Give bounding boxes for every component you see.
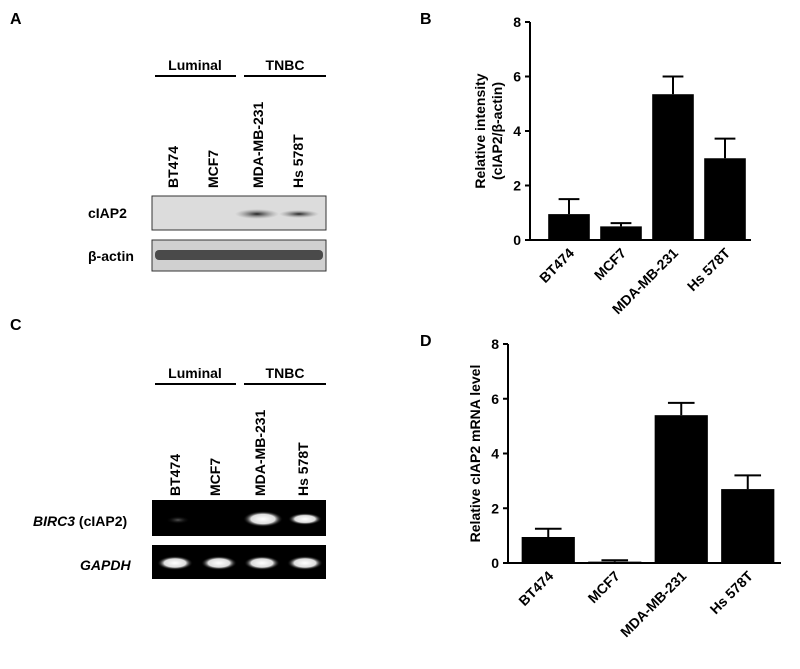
y-tick-label: 0 <box>491 555 499 571</box>
y-axis-label: Relative cIAP2 mRNA level <box>467 365 483 543</box>
lane-label: BT474 <box>165 146 181 188</box>
x-tick-label: MCF7 <box>591 245 629 283</box>
row-label: GAPDH <box>80 557 131 573</box>
y-axis-label: (cIAP2/β-actin) <box>489 82 505 180</box>
band <box>157 556 193 570</box>
row-label: BIRC3 (cIAP2) <box>33 513 127 529</box>
lane-label: MCF7 <box>205 150 221 188</box>
bar <box>654 415 708 563</box>
x-tick-label: BT474 <box>515 568 556 609</box>
x-tick-label: Hs 578T <box>707 567 757 617</box>
lane-label: MCF7 <box>207 458 223 496</box>
y-tick-label: 2 <box>491 500 499 516</box>
y-axis-label: Relative intensity <box>472 73 488 188</box>
band <box>279 210 319 218</box>
band <box>155 250 323 260</box>
lane-label: Hs 578T <box>295 442 311 496</box>
band <box>244 556 280 570</box>
bar <box>721 489 775 563</box>
band <box>288 513 322 525</box>
lane-label: MDA-MB-231 <box>250 101 266 188</box>
y-tick-label: 6 <box>491 391 499 407</box>
band <box>235 209 279 219</box>
panel-letter: D <box>420 333 432 350</box>
group-label: Luminal <box>168 57 222 73</box>
bar <box>548 214 590 240</box>
bar <box>521 536 575 563</box>
panel-letter: C <box>10 317 22 334</box>
gene: BIRC3 <box>33 513 75 529</box>
lane-label: Hs 578T <box>290 134 306 188</box>
y-tick-label: 0 <box>513 232 521 248</box>
bar <box>600 226 642 240</box>
group-label: TNBC <box>266 365 305 381</box>
x-tick-label: MCF7 <box>585 568 623 606</box>
x-tick-label: Hs 578T <box>684 244 734 294</box>
protein: (cIAP2) <box>75 513 127 529</box>
row-label: β-actin <box>88 248 134 264</box>
y-tick-label: 4 <box>491 446 499 462</box>
band <box>166 516 190 524</box>
x-tick-label: BT474 <box>536 245 577 286</box>
group-label: TNBC <box>266 57 305 73</box>
row-label: cIAP2 <box>88 205 127 221</box>
lane-label: BT474 <box>167 454 183 496</box>
bar <box>704 158 746 240</box>
y-tick-label: 8 <box>513 14 521 30</box>
band <box>201 556 237 570</box>
band <box>287 556 323 570</box>
bar <box>588 561 642 563</box>
band <box>243 511 283 527</box>
y-tick-label: 8 <box>491 336 499 352</box>
y-tick-label: 4 <box>513 123 521 139</box>
bar <box>652 94 694 241</box>
lane-label: MDA-MB-231 <box>252 409 268 496</box>
x-tick-label: MDA-MB-231 <box>617 568 690 641</box>
y-tick-label: 6 <box>513 69 521 85</box>
panel-letter: A <box>10 11 22 28</box>
group-label: Luminal <box>168 365 222 381</box>
y-tick-label: 2 <box>513 178 521 194</box>
panel-letter: B <box>420 11 432 28</box>
